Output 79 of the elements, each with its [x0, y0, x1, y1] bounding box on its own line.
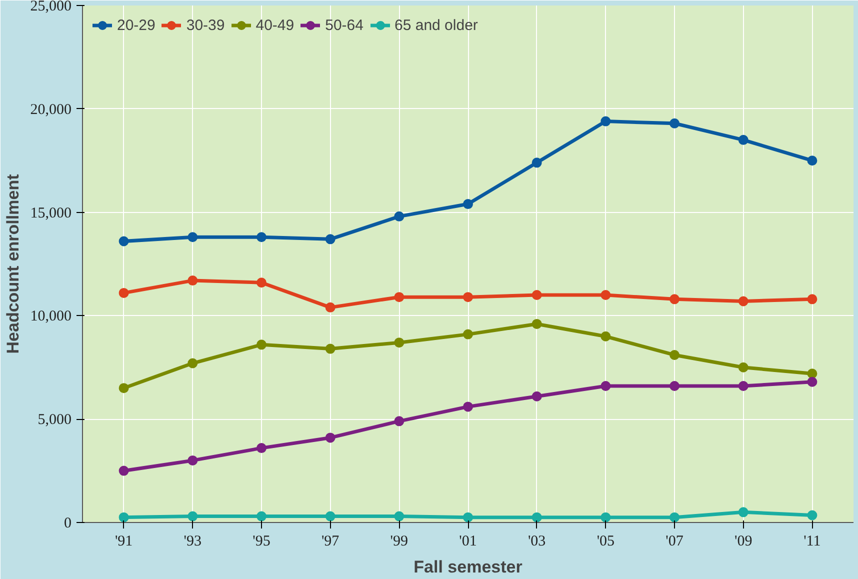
x-tick-label: '99 — [390, 534, 408, 550]
y-tick-label: 10,000 — [30, 308, 72, 325]
point — [118, 512, 129, 522]
point — [600, 381, 611, 392]
point — [188, 511, 198, 522]
legend-label: 30-39 — [186, 16, 225, 34]
x-tick-label: '91 — [114, 534, 133, 550]
point — [532, 290, 542, 300]
point — [807, 510, 818, 520]
legend-label: 50-64 — [325, 16, 364, 34]
point — [256, 232, 266, 242]
y-axis-title: Headcount enrollment — [3, 174, 22, 354]
point — [325, 511, 336, 522]
point — [738, 507, 748, 518]
point — [118, 288, 129, 298]
point — [394, 292, 404, 302]
point — [738, 134, 748, 145]
y-tick-label: 0 — [64, 516, 72, 532]
point — [188, 232, 198, 242]
point — [807, 294, 818, 304]
point — [807, 368, 818, 379]
point — [394, 211, 404, 222]
x-tick-label: '09 — [734, 534, 752, 550]
point — [463, 512, 473, 522]
point — [670, 512, 680, 522]
point — [463, 292, 473, 302]
legend-label: 20-29 — [117, 16, 156, 34]
point — [394, 416, 404, 426]
point — [670, 381, 680, 392]
x-tick-label: '03 — [528, 534, 546, 550]
point — [670, 118, 680, 128]
legend-label: 65 and older — [394, 16, 478, 34]
point — [532, 391, 542, 402]
point — [188, 276, 198, 286]
point — [118, 383, 129, 394]
point — [256, 443, 266, 454]
point — [532, 158, 542, 168]
point — [807, 376, 818, 387]
legend-label: 40-49 — [256, 16, 294, 34]
point — [118, 466, 129, 476]
point — [738, 362, 748, 372]
point — [256, 340, 266, 350]
point — [188, 358, 198, 368]
y-tick-label: 5,000 — [38, 412, 72, 428]
point — [118, 236, 129, 246]
x-axis-title: Fall semester — [414, 558, 523, 576]
y-tick-label: 15,000 — [30, 205, 72, 222]
point — [394, 338, 404, 348]
x-tick-label: '97 — [321, 534, 340, 550]
point — [463, 199, 473, 210]
point — [394, 511, 404, 522]
point — [532, 318, 542, 329]
point — [325, 344, 336, 354]
y-tick-label: 25,000 — [30, 0, 72, 14]
point — [325, 302, 336, 312]
y-tick-label: 20,000 — [30, 102, 72, 118]
point — [325, 432, 336, 443]
x-tick-label: '07 — [666, 534, 684, 550]
point — [600, 116, 611, 126]
x-tick-label: '95 — [252, 534, 270, 550]
point — [532, 512, 542, 522]
point — [738, 381, 748, 392]
point — [256, 278, 266, 288]
point — [807, 156, 818, 166]
point — [325, 234, 336, 244]
point — [738, 296, 748, 306]
point — [188, 455, 198, 466]
x-tick-label: '93 — [184, 534, 202, 550]
point — [600, 331, 611, 342]
x-tick-label: '05 — [596, 534, 615, 550]
x-tick-label: '01 — [459, 534, 477, 550]
point — [600, 512, 611, 522]
point — [670, 294, 680, 304]
x-tick-label: '11 — [804, 534, 821, 550]
point — [463, 329, 473, 340]
point — [600, 290, 611, 300]
point — [256, 511, 266, 522]
point — [463, 402, 473, 412]
point — [670, 350, 680, 360]
